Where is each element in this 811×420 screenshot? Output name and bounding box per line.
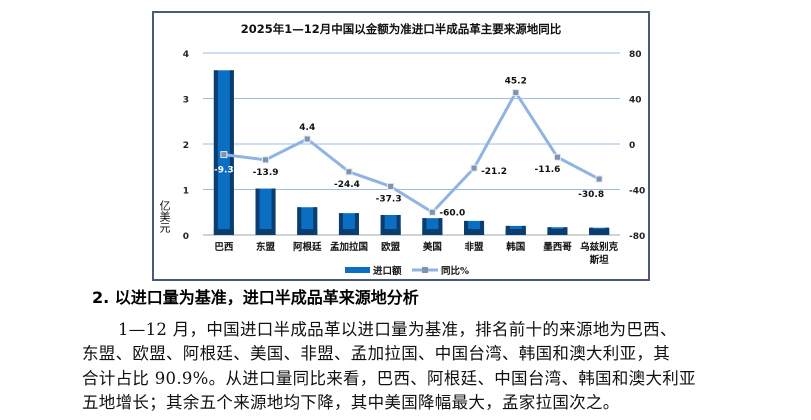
right-tick-label: 40: [629, 96, 642, 106]
bar-shade-bottom: [297, 229, 318, 235]
bar-shade-left: [213, 70, 218, 235]
yoy-marker: [428, 208, 436, 216]
category-label: 东盟: [256, 241, 276, 253]
right-tick-label: -40: [629, 187, 645, 197]
category-label: 韩国: [506, 241, 525, 253]
paragraph-line-1: 1—12 月，中国进口半成品革以进口量为基准，排名前十的来源地为巴西、: [118, 320, 677, 339]
yoy-line: [223, 89, 600, 215]
category-label: 欧盟: [381, 241, 401, 253]
bar-阿根廷: [297, 207, 318, 235]
legend-line-marker: [422, 267, 428, 273]
bar-shade-left: [297, 207, 302, 235]
category-label: 孟加拉国: [330, 241, 368, 253]
data-label: -24.4: [334, 180, 360, 190]
bar-shade-bottom: [213, 229, 234, 235]
category-label: 美国: [422, 241, 442, 253]
category-label: 巴西: [214, 242, 234, 253]
data-label: -13.9: [253, 168, 279, 178]
bar-shade-bottom: [422, 229, 443, 235]
left-tick-label: 1: [183, 187, 189, 197]
left-tick-label: 4: [183, 50, 189, 60]
legend-bar-label: 进口额: [373, 265, 402, 277]
data-label: -21.2: [481, 167, 507, 177]
bar-shade-bottom: [338, 229, 359, 235]
category-label: 墨西哥: [543, 242, 572, 253]
bar-line-chart: 2025年1—12月中国以金额为准进口半成品革主要来源地同比 0 1 2 3 4 -80 -4…: [183, 22, 646, 277]
data-label: -30.8: [578, 190, 604, 200]
bar-shade-left: [255, 188, 260, 235]
bar-shade-right: [480, 220, 485, 235]
bar-shade-right: [229, 70, 234, 235]
chart-title: 2025年1—12月中国以金额为准进口半成品革主要来源地同比: [241, 22, 562, 36]
bar-shade-bottom: [464, 229, 485, 235]
paragraph-line-2: 东盟、欧盟、阿根廷、美国、非盟、孟加拉国、中国台湾、韩国和澳大利亚，其: [82, 344, 670, 363]
left-tick-label: 0: [183, 232, 189, 242]
bar-shade-left: [380, 214, 385, 235]
legend-line-label: 同比%: [441, 265, 469, 277]
bar-shade-bottom: [505, 229, 526, 235]
yoy-marker: [345, 168, 353, 176]
bar-shade-bottom: [547, 229, 568, 235]
y-axis-label: 亿美元: [158, 200, 171, 233]
yoy-marker: [303, 135, 311, 143]
bar-shade-right: [313, 207, 318, 235]
bar-shade-right: [271, 188, 276, 235]
paragraph-line-3: 合计占比 90.9%。从进口量同比来看，巴西、阿根廷、中国台湾、韩国和澳大利亚: [82, 369, 696, 388]
yoy-marker: [595, 175, 603, 183]
bar-shade-right: [438, 218, 443, 235]
bar-shade-bottom: [589, 229, 610, 235]
bar-shade-bottom: [380, 229, 401, 235]
category-label: 阿根廷: [293, 241, 322, 253]
bar-shade-right: [396, 214, 401, 235]
section-heading: 2. 以进口量为基准，进口半成品革来源地分析: [92, 288, 419, 307]
right-tick-label: 0: [629, 141, 635, 151]
category-label: 乌兹别克: [580, 241, 619, 253]
data-label: 45.2: [505, 77, 527, 87]
data-label: -37.3: [376, 194, 402, 204]
left-tick-label: 3: [183, 96, 189, 106]
right-tick-label: -80: [629, 232, 645, 242]
chart-frame: 2025年1—12月中国以金额为准进口半成品革主要来源地同比 0 1 2 3 4 -80 -4…: [152, 11, 650, 281]
right-tick-label: 80: [629, 50, 642, 60]
legend-bar-swatch: [345, 267, 370, 273]
left-tick-label: 2: [183, 141, 189, 151]
yoy-marker: [512, 89, 520, 97]
bar-shade-left: [422, 218, 427, 235]
data-label: -60.0: [439, 208, 465, 218]
paragraph-line-4: 五地增长；其余五个来源地均下降，其中美国降幅最大，孟家拉国次之。: [82, 393, 620, 412]
category-label: 非盟: [465, 241, 485, 253]
bar-shade-right: [354, 213, 359, 235]
category-label: 斯坦: [590, 254, 610, 266]
data-label: -11.6: [534, 165, 560, 175]
bar-shade-left: [464, 220, 469, 235]
yoy-marker: [387, 182, 395, 190]
bar-东盟: [255, 188, 276, 235]
yoy-marker: [470, 164, 478, 172]
data-label: -9.3: [214, 166, 234, 176]
yoy-marker: [220, 151, 228, 159]
bar-shade-left: [338, 213, 343, 235]
data-label: 4.4: [299, 123, 315, 133]
yoy-marker: [553, 153, 561, 161]
bar-shade-bottom: [255, 229, 276, 235]
yoy-marker: [262, 156, 270, 164]
